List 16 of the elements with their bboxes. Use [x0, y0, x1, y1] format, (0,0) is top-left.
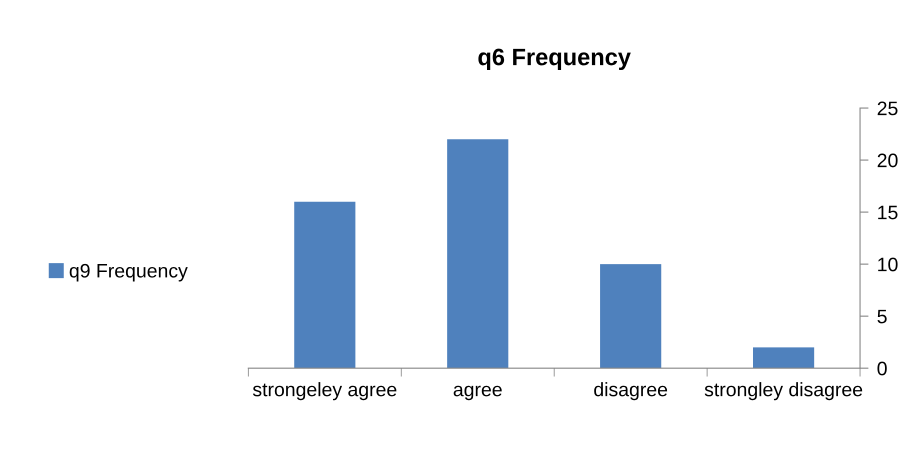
- x-tick-label: agree: [454, 386, 502, 400]
- bar: [600, 264, 662, 368]
- legend-label: q9 Frequency: [70, 264, 188, 282]
- y-tick-label: 20: [878, 154, 898, 168]
- y-tick-label: 5: [877, 310, 887, 324]
- x-tick-label: strongeley agree: [252, 382, 396, 400]
- chart-title: q6 Frequency: [478, 48, 631, 70]
- y-tick-label: 0: [877, 362, 887, 376]
- bar: [294, 202, 356, 368]
- bar: [447, 139, 508, 368]
- bar: [752, 347, 814, 368]
- x-tick-label: strongley disagree: [704, 382, 862, 400]
- y-tick-label: 15: [878, 206, 898, 220]
- y-tick-label: 10: [878, 258, 898, 272]
- x-tick-label: disagree: [594, 382, 668, 400]
- y-tick-label: 25: [878, 102, 898, 116]
